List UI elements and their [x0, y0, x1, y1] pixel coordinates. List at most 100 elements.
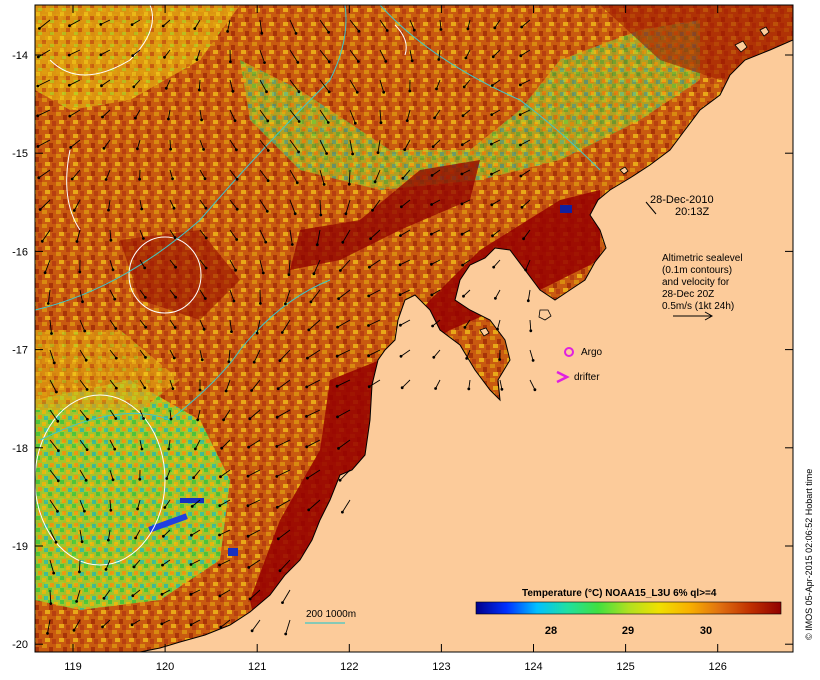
velocity-arrow [133, 559, 141, 568]
velocity-arrow [109, 379, 117, 389]
velocity-arrow-head [529, 329, 533, 333]
velocity-arrow-head [40, 239, 44, 243]
velocity-arrow-head [278, 569, 282, 573]
velocity-arrow-head [140, 447, 144, 451]
velocity-arrow-head [160, 622, 164, 626]
velocity-arrow-head [305, 445, 309, 449]
velocity-arrow-head [69, 146, 73, 149]
velocity-arrow-head [327, 60, 331, 64]
velocity-arrow [400, 319, 411, 326]
velocity-arrow [219, 499, 231, 506]
argo-marker [564, 347, 574, 357]
velocity-arrow-head [341, 510, 344, 514]
velocity-arrow [520, 169, 531, 177]
velocity-arrow-head [46, 302, 50, 305]
velocity-arrow-head [86, 417, 89, 421]
velocity-arrow [39, 19, 51, 29]
x-tick-label: 119 [64, 661, 82, 673]
velocity-arrow [289, 229, 293, 245]
velocity-arrow [169, 319, 176, 328]
velocity-arrow-head [531, 359, 535, 362]
velocity-arrow [169, 139, 172, 150]
velocity-arrow-head [198, 388, 202, 392]
velocity-arrow [169, 199, 175, 209]
velocity-arrow-head [305, 385, 309, 389]
velocity-arrow [109, 499, 112, 511]
velocity-arrow [221, 439, 231, 449]
velocity-arrow [409, 49, 413, 61]
velocity-arrow [199, 349, 203, 360]
velocity-arrow [349, 79, 358, 93]
velocity-arrow-head [78, 570, 81, 574]
velocity-arrow-head [189, 563, 193, 566]
velocity-arrow [169, 349, 175, 359]
velocity-arrow-head [165, 477, 169, 480]
velocity-arrow [49, 349, 55, 364]
velocity-arrow [379, 19, 388, 31]
velocity-arrow-head [57, 449, 60, 453]
velocity-arrow [289, 49, 299, 63]
velocity-arrow [313, 259, 321, 274]
isobath-line [35, 5, 601, 441]
velocity-arrow [277, 499, 291, 508]
velocity-arrow-head [433, 116, 436, 120]
velocity-arrow [229, 139, 237, 151]
velocity-arrow [289, 199, 296, 214]
velocity-arrow [281, 319, 291, 333]
velocity-arrow [468, 379, 471, 389]
velocity-arrow-head [52, 361, 56, 365]
velocity-arrow [49, 589, 52, 604]
velocity-arrow [139, 439, 143, 450]
velocity-arrow-head [400, 205, 403, 209]
velocity-arrow [229, 229, 238, 240]
velocity-arrow-head [275, 445, 279, 448]
islands [479, 26, 770, 337]
velocity-arrow-head [136, 507, 140, 511]
velocity-arrow-head [248, 597, 252, 601]
velocity-arrow-head [56, 419, 60, 423]
velocity-arrow [247, 469, 261, 477]
velocity-arrow-head [204, 236, 208, 240]
velocity-arrow-head [410, 59, 414, 63]
velocity-arrow [49, 469, 59, 482]
velocity-arrow-head [218, 504, 222, 507]
velocity-arrow [527, 289, 531, 301]
velocity-arrow [379, 109, 382, 123]
velocity-arrow-head [265, 209, 269, 213]
velocity-arrow-head [335, 354, 339, 358]
velocity-arrow-head [435, 87, 438, 91]
velocity-arrow-head [462, 85, 466, 89]
velocity-arrow-head [462, 294, 465, 298]
velocity-arrow [307, 469, 321, 479]
velocity-arrow [79, 439, 88, 450]
velocity-arrow-head [134, 536, 138, 540]
velocity-arrow [199, 229, 207, 239]
velocity-arrow [368, 289, 381, 297]
velocity-arrow [306, 379, 321, 388]
velocity-arrow [349, 49, 359, 62]
velocity-arrow [161, 619, 171, 625]
velocity-arrow [108, 199, 111, 211]
velocity-arrow-head [518, 113, 522, 116]
colorbar-tick-label: 29 [622, 625, 634, 637]
velocity-arrow-head [197, 88, 201, 92]
velocity-arrow [249, 589, 261, 600]
velocity-arrow-head [224, 389, 228, 393]
velocity-arrow [219, 559, 231, 566]
y-axis: -14 -15 -16 -17 -18 -19 -20 [12, 50, 793, 651]
velocity-arrow-head [233, 119, 237, 122]
velocity-arrow-head [247, 445, 251, 449]
velocity-arrow-head [430, 262, 433, 266]
velocity-arrow-head [465, 357, 469, 360]
velocity-arrow [161, 589, 171, 595]
velocity-arrow-head [218, 533, 221, 537]
velocity-arrow-head [278, 359, 282, 362]
velocity-arrow [319, 19, 329, 33]
velocity-arrow [289, 79, 300, 92]
velocity-arrow [377, 139, 381, 153]
velocity-arrow-head [67, 53, 71, 57]
velocity-arrow [190, 589, 201, 595]
velocity-arrow [521, 19, 531, 28]
velocity-arrow [229, 109, 236, 121]
velocity-arrow [109, 259, 114, 270]
